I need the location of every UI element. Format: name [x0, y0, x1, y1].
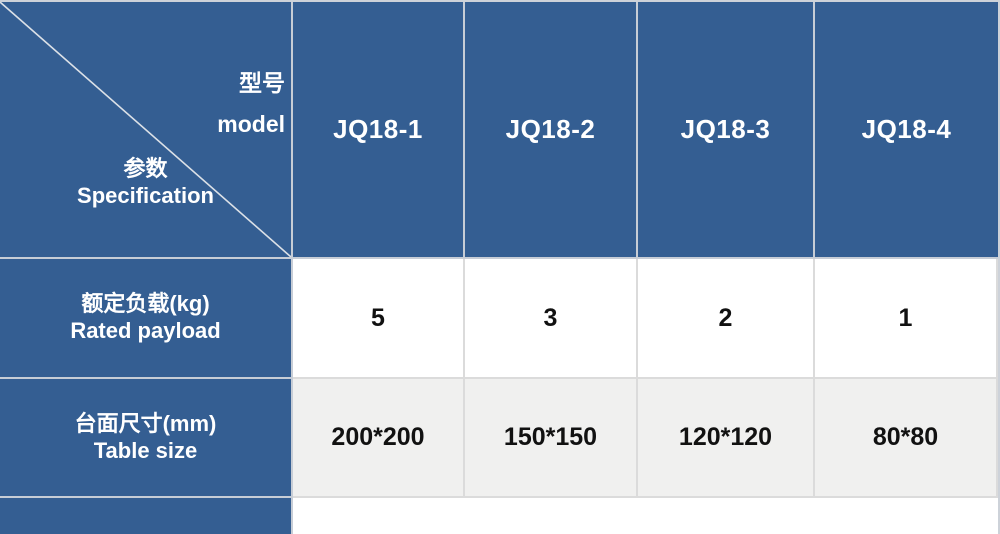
value-cell-size-jq18-3: 120*120	[638, 379, 815, 498]
partial-row-label-cell	[0, 498, 293, 534]
value-cell-payload-jq18-4: 1	[815, 259, 998, 379]
column-header-jq18-4: JQ18-4	[815, 2, 998, 259]
row-label-en: Table size	[93, 437, 198, 463]
row-label-en: Rated payload	[70, 318, 221, 343]
row-label-zh: 额定负载(kg)	[81, 291, 210, 317]
spec-axis-label: 参数 Specification	[0, 156, 291, 209]
value-cell-payload-jq18-1: 5	[293, 259, 465, 379]
value-cell-payload-jq18-3: 2	[638, 259, 815, 379]
value-cell-payload-jq18-2: 3	[465, 259, 638, 379]
row-label-table-size: 台面尺寸(mm) Table size	[0, 379, 293, 498]
spec-label-zh: 参数	[123, 156, 168, 182]
column-header-jq18-3: JQ18-3	[638, 2, 815, 259]
partial-row-data-cell	[293, 498, 998, 534]
column-header-jq18-2: JQ18-2	[465, 2, 638, 259]
value-cell-size-jq18-2: 150*150	[465, 379, 638, 498]
diagonal-divider-line	[0, 2, 291, 257]
model-axis-label: 型号 model	[217, 72, 285, 136]
row-label-rated-payload: 额定负载(kg) Rated payload	[0, 259, 293, 379]
model-label-zh: 型号	[239, 70, 285, 96]
spec-label-en: Specification	[77, 182, 214, 208]
corner-header-cell: 型号 model 参数 Specification	[0, 2, 293, 259]
row-label-zh: 台面尺寸(mm)	[74, 410, 217, 436]
model-label-en: model	[217, 111, 285, 137]
column-header-jq18-1: JQ18-1	[293, 2, 465, 259]
value-cell-size-jq18-4: 80*80	[815, 379, 998, 498]
value-cell-size-jq18-1: 200*200	[293, 379, 465, 498]
